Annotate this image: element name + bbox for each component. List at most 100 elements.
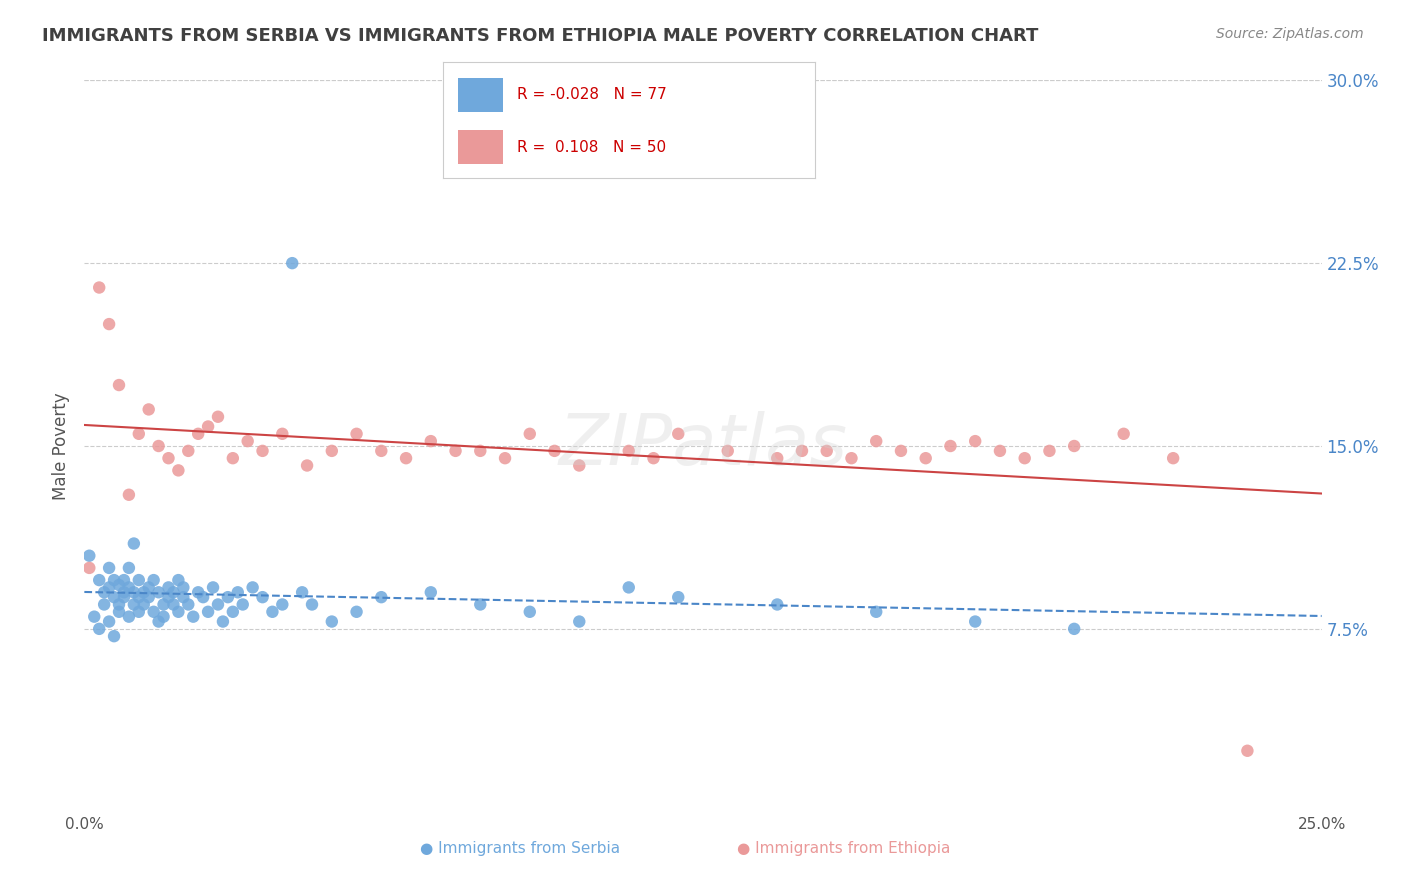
Point: [321, 443, 343, 458]
Point: [988, 443, 1011, 458]
Point: [865, 434, 887, 449]
Point: [152, 609, 174, 624]
Point: [172, 590, 194, 604]
Point: [242, 581, 264, 595]
Point: [202, 581, 225, 595]
Point: [281, 256, 304, 270]
Point: [1038, 443, 1060, 458]
Point: [98, 317, 121, 331]
Point: [1112, 426, 1135, 441]
Point: [543, 443, 565, 458]
Point: [172, 581, 194, 595]
Point: [321, 615, 343, 629]
Point: [568, 615, 591, 629]
Point: [207, 598, 229, 612]
Point: [252, 443, 274, 458]
Point: [865, 605, 887, 619]
Point: [128, 590, 150, 604]
Text: ● Immigrants from Ethiopia: ● Immigrants from Ethiopia: [737, 841, 950, 856]
Point: [252, 590, 274, 604]
Point: [271, 426, 294, 441]
Point: [291, 585, 314, 599]
Point: [207, 409, 229, 424]
Point: [914, 451, 936, 466]
Point: [841, 451, 863, 466]
Point: [148, 585, 170, 599]
Point: [666, 426, 689, 441]
Point: [108, 598, 131, 612]
Point: [470, 443, 492, 458]
Point: [1063, 622, 1085, 636]
Point: [98, 561, 121, 575]
Point: [167, 605, 190, 619]
Point: [236, 434, 259, 449]
Point: [152, 598, 174, 612]
Point: [108, 378, 131, 392]
Point: [295, 458, 318, 473]
Point: [617, 443, 640, 458]
Point: [262, 605, 284, 619]
Point: [148, 615, 170, 629]
Point: [1063, 439, 1085, 453]
Point: [157, 451, 180, 466]
Point: [89, 573, 111, 587]
Point: [128, 426, 150, 441]
Point: [122, 585, 145, 599]
Point: [122, 536, 145, 550]
Point: [89, 622, 111, 636]
Point: [89, 280, 111, 294]
Point: [118, 609, 141, 624]
Point: [419, 585, 441, 599]
Point: [666, 590, 689, 604]
Point: [370, 590, 392, 604]
Point: [138, 581, 160, 595]
Point: [167, 573, 190, 587]
Point: [444, 443, 467, 458]
Point: [98, 581, 121, 595]
Point: [138, 590, 160, 604]
Point: [494, 451, 516, 466]
Point: [1236, 744, 1258, 758]
Point: [142, 605, 165, 619]
FancyBboxPatch shape: [458, 78, 502, 112]
Point: [112, 585, 135, 599]
Point: [83, 609, 105, 624]
Point: [103, 629, 125, 643]
Text: IMMIGRANTS FROM SERBIA VS IMMIGRANTS FROM ETHIOPIA MALE POVERTY CORRELATION CHAR: IMMIGRANTS FROM SERBIA VS IMMIGRANTS FRO…: [42, 27, 1039, 45]
Point: [167, 463, 190, 477]
Point: [717, 443, 740, 458]
FancyBboxPatch shape: [458, 129, 502, 164]
Point: [617, 581, 640, 595]
Point: [197, 605, 219, 619]
Text: R = -0.028   N = 77: R = -0.028 N = 77: [517, 87, 668, 103]
Point: [222, 605, 245, 619]
Text: Source: ZipAtlas.com: Source: ZipAtlas.com: [1216, 27, 1364, 41]
Text: R =  0.108   N = 50: R = 0.108 N = 50: [517, 139, 666, 154]
Point: [138, 402, 160, 417]
Point: [890, 443, 912, 458]
Point: [98, 615, 121, 629]
Point: [118, 581, 141, 595]
Point: [519, 605, 541, 619]
Point: [395, 451, 418, 466]
Point: [419, 434, 441, 449]
Point: [217, 590, 239, 604]
Point: [132, 585, 155, 599]
Text: ZIPatlas: ZIPatlas: [558, 411, 848, 481]
Point: [187, 426, 209, 441]
Point: [191, 590, 214, 604]
Y-axis label: Male Poverty: Male Poverty: [52, 392, 70, 500]
Point: [212, 615, 235, 629]
Point: [1161, 451, 1184, 466]
Point: [132, 598, 155, 612]
Point: [1014, 451, 1036, 466]
Point: [79, 561, 101, 575]
Point: [122, 598, 145, 612]
Point: [346, 426, 368, 441]
Point: [790, 443, 813, 458]
Point: [142, 573, 165, 587]
Point: [222, 451, 245, 466]
Point: [79, 549, 101, 563]
Point: [470, 598, 492, 612]
Point: [157, 590, 180, 604]
